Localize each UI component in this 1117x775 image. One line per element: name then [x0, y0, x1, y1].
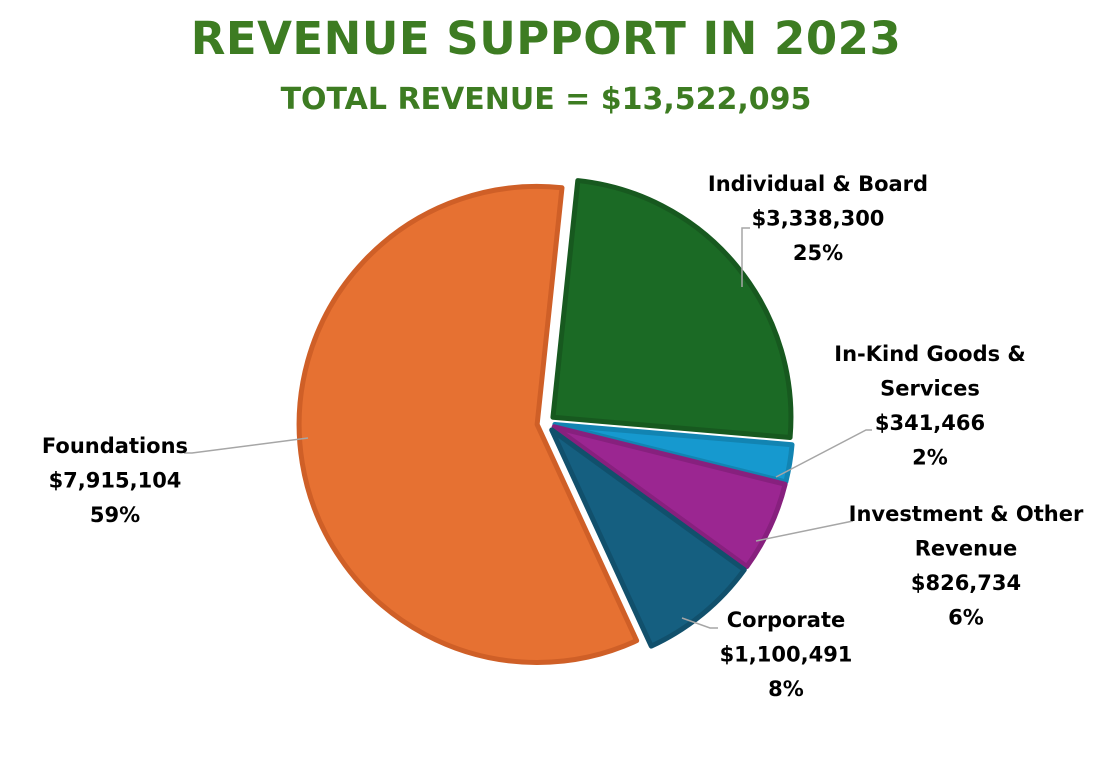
pie-slice-individual-board	[550, 178, 794, 440]
label-percent-in-kind-goods-services: 2%	[912, 446, 948, 470]
data-label-individual-board: Individual & Board $3,338,300 25%	[708, 172, 928, 265]
label-percent-investment-other-revenue: 6%	[948, 606, 984, 630]
label-value-investment-other-revenue: $826,734	[911, 571, 1021, 595]
leader-line-investment-other-revenue	[755, 520, 854, 542]
label-name-in-kind-goods-services: In-Kind Goods &	[834, 342, 1026, 366]
leader-line-foundations	[184, 437, 309, 454]
data-label-foundations: Foundations $7,915,104 59%	[42, 434, 188, 527]
leader-line-corporate	[681, 617, 718, 629]
label-name-in-kind-goods-services: Services	[880, 377, 980, 401]
label-value-foundations: $7,915,104	[49, 469, 182, 493]
label-name-investment-other-revenue: Revenue	[915, 537, 1018, 561]
chart-subtitle: TOTAL REVENUE = $13,522,095	[280, 82, 812, 117]
label-value-in-kind-goods-services: $341,466	[875, 411, 985, 435]
data-label-corporate: Corporate $1,100,491 8%	[720, 608, 853, 701]
label-percent-individual-board: 25%	[793, 241, 843, 265]
data-label-investment-other-revenue: Investment & Other Revenue $826,734 6%	[849, 502, 1084, 630]
chart-title: REVENUE SUPPORT IN 2023	[190, 12, 902, 65]
label-name-investment-other-revenue: Investment & Other	[849, 502, 1084, 526]
leader-line-in-kind-goods-services	[775, 429, 872, 478]
pie-slice-foundations	[296, 183, 640, 665]
pie-slice-corporate	[549, 427, 747, 649]
label-name-individual-board: Individual & Board	[708, 172, 928, 196]
label-value-individual-board: $3,338,300	[752, 207, 885, 231]
data-label-in-kind-goods-services: In-Kind Goods & Services $341,466 2%	[834, 342, 1026, 470]
label-name-foundations: Foundations	[42, 434, 188, 458]
label-percent-corporate: 8%	[768, 677, 804, 701]
label-name-corporate: Corporate	[727, 608, 845, 632]
leader-line-individual-board	[741, 227, 750, 287]
pie-slice-investment-other-revenue	[551, 424, 788, 570]
label-value-corporate: $1,100,491	[720, 643, 853, 667]
label-percent-foundations: 59%	[90, 503, 140, 527]
